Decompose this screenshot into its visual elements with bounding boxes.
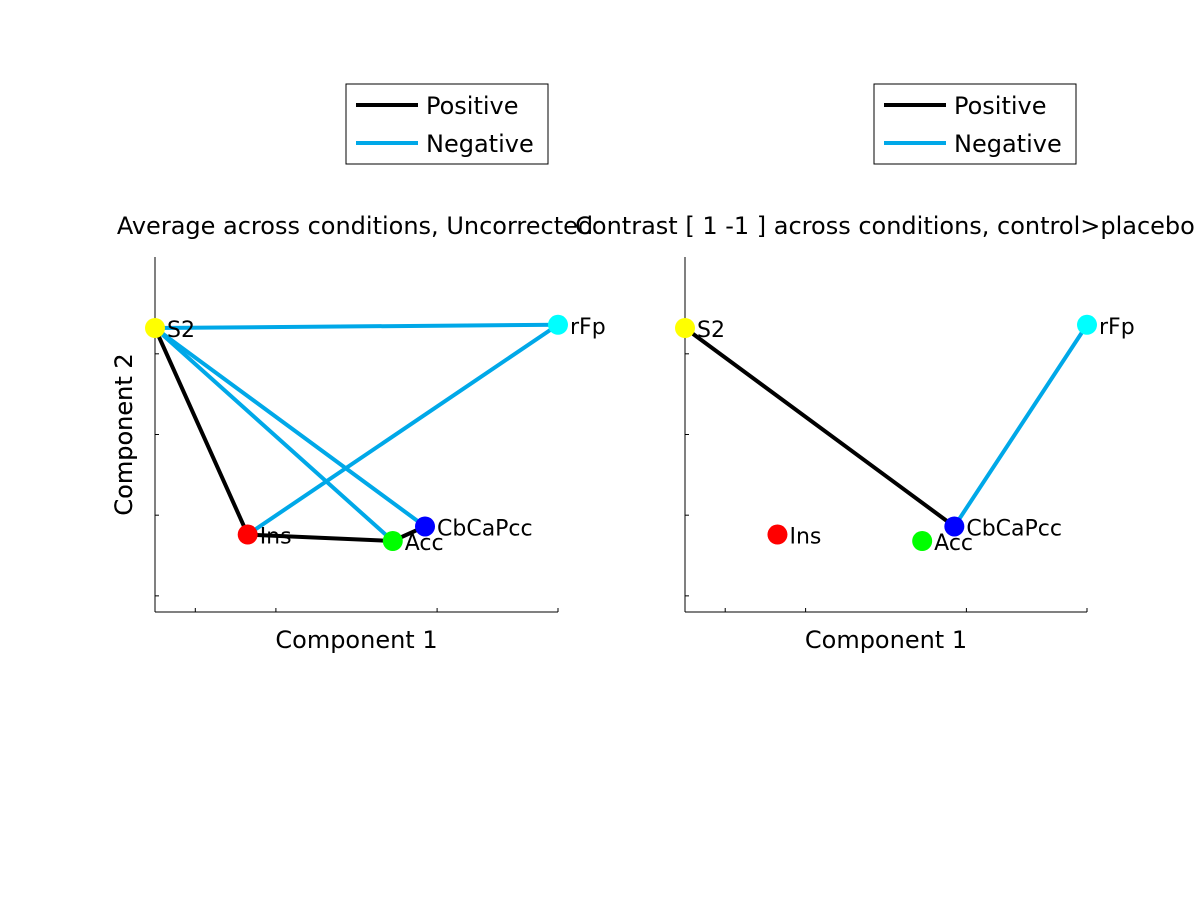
legend: Positive Negative	[873, 83, 1077, 165]
edge-s2-rfp	[153, 322, 560, 330]
node-label-ins: Ins	[260, 525, 292, 550]
y-axis-label: Component 2	[110, 353, 138, 515]
chart-panel-2: Contrast [ 1 -1 ] across conditions, con…	[110, 83, 1195, 654]
node-label-rfp: rFp	[1099, 315, 1135, 340]
node-label-cbcapcc: CbCaPcc	[966, 516, 1062, 541]
x-axis-label: Component 1	[805, 626, 967, 654]
node-label-cbcapcc: CbCaPcc	[437, 516, 533, 541]
node-rfp	[548, 314, 568, 335]
edge-cbcapcc-rfp	[952, 322, 1089, 529]
edge-s2-cbcapcc	[153, 326, 428, 529]
node-s2	[675, 318, 695, 338]
legend-label-negative: Negative	[426, 130, 534, 158]
node-acc	[912, 531, 933, 551]
node-cbcapcc	[415, 516, 436, 537]
node-ins	[767, 524, 788, 545]
edge-ins-rfp	[245, 322, 560, 537]
legend-label-positive: Positive	[426, 92, 519, 120]
legend-label-positive: Positive	[954, 92, 1047, 120]
node-ins	[237, 524, 258, 545]
node-cbcapcc	[944, 516, 965, 537]
node-label-ins: Ins	[789, 525, 821, 550]
edge-s2-cbcapcc	[683, 326, 957, 529]
edge-s2-ins	[153, 326, 250, 537]
node-label-s2: S2	[697, 318, 725, 343]
legend: Positive Negative	[345, 83, 549, 165]
edge-ins-acc	[245, 532, 395, 543]
chart-title: Average across conditions, Uncorrected	[117, 212, 593, 240]
legend-label-negative: Negative	[954, 130, 1062, 158]
node-s2	[145, 318, 165, 338]
legend-box	[345, 83, 549, 165]
chart-title: Contrast [ 1 -1 ] across conditions, con…	[575, 212, 1195, 240]
node-acc	[382, 531, 403, 551]
x-axis-label: Component 1	[275, 626, 437, 654]
legend-box	[873, 83, 1077, 165]
y-axis-label: Component 2	[110, 353, 138, 515]
node-rfp	[1077, 314, 1097, 335]
chart-panel-1: Average across conditions, Uncorrected Co…	[110, 83, 606, 654]
node-label-rfp: rFp	[570, 315, 606, 340]
node-label-s2: S2	[167, 318, 195, 343]
edge-s2-acc	[153, 326, 395, 543]
